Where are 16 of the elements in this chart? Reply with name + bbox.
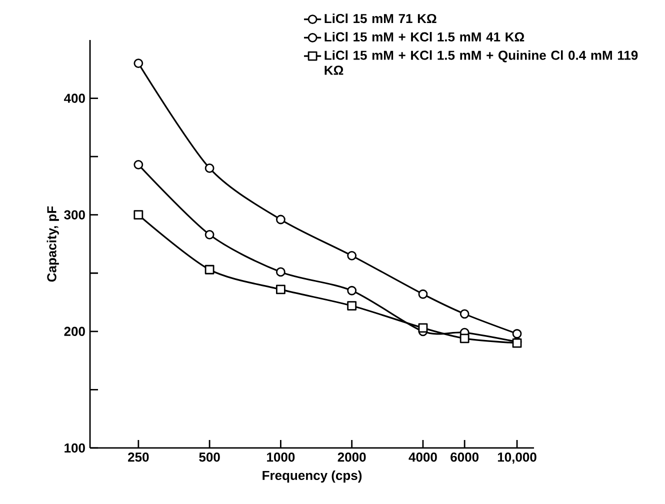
y-axis-title: Capacity, pF — [46, 206, 59, 282]
x-axis-title: Frequency (cps) — [262, 470, 362, 483]
legend-label: LiCl 15 mM + KCl 1.5 mM + Quinine Cl 0.4 mM 119 KΩ — [324, 50, 638, 75]
x-tick-label: 4000 — [408, 452, 437, 462]
x-tick-label: 1000 — [267, 452, 295, 462]
x-tick-label: 500 — [199, 452, 220, 462]
x-tick-label: 2000 — [338, 452, 366, 462]
x-tick-label: 6000 — [450, 452, 479, 462]
x-tick-label: 10,000 — [498, 452, 536, 464]
legend-label: LiCl 15 mM + KCl 1.5 mM 41 KΩ — [324, 32, 524, 42]
y-tick-label: 400 — [64, 94, 85, 103]
y-tick-label: 200 — [64, 326, 85, 336]
x-tick-label: 250 — [128, 452, 149, 462]
y-tick-label: 100 — [64, 443, 85, 453]
legend-label: LiCl 15 mM 71 KΩ — [324, 14, 436, 24]
y-tick-label: 300 — [64, 210, 85, 220]
